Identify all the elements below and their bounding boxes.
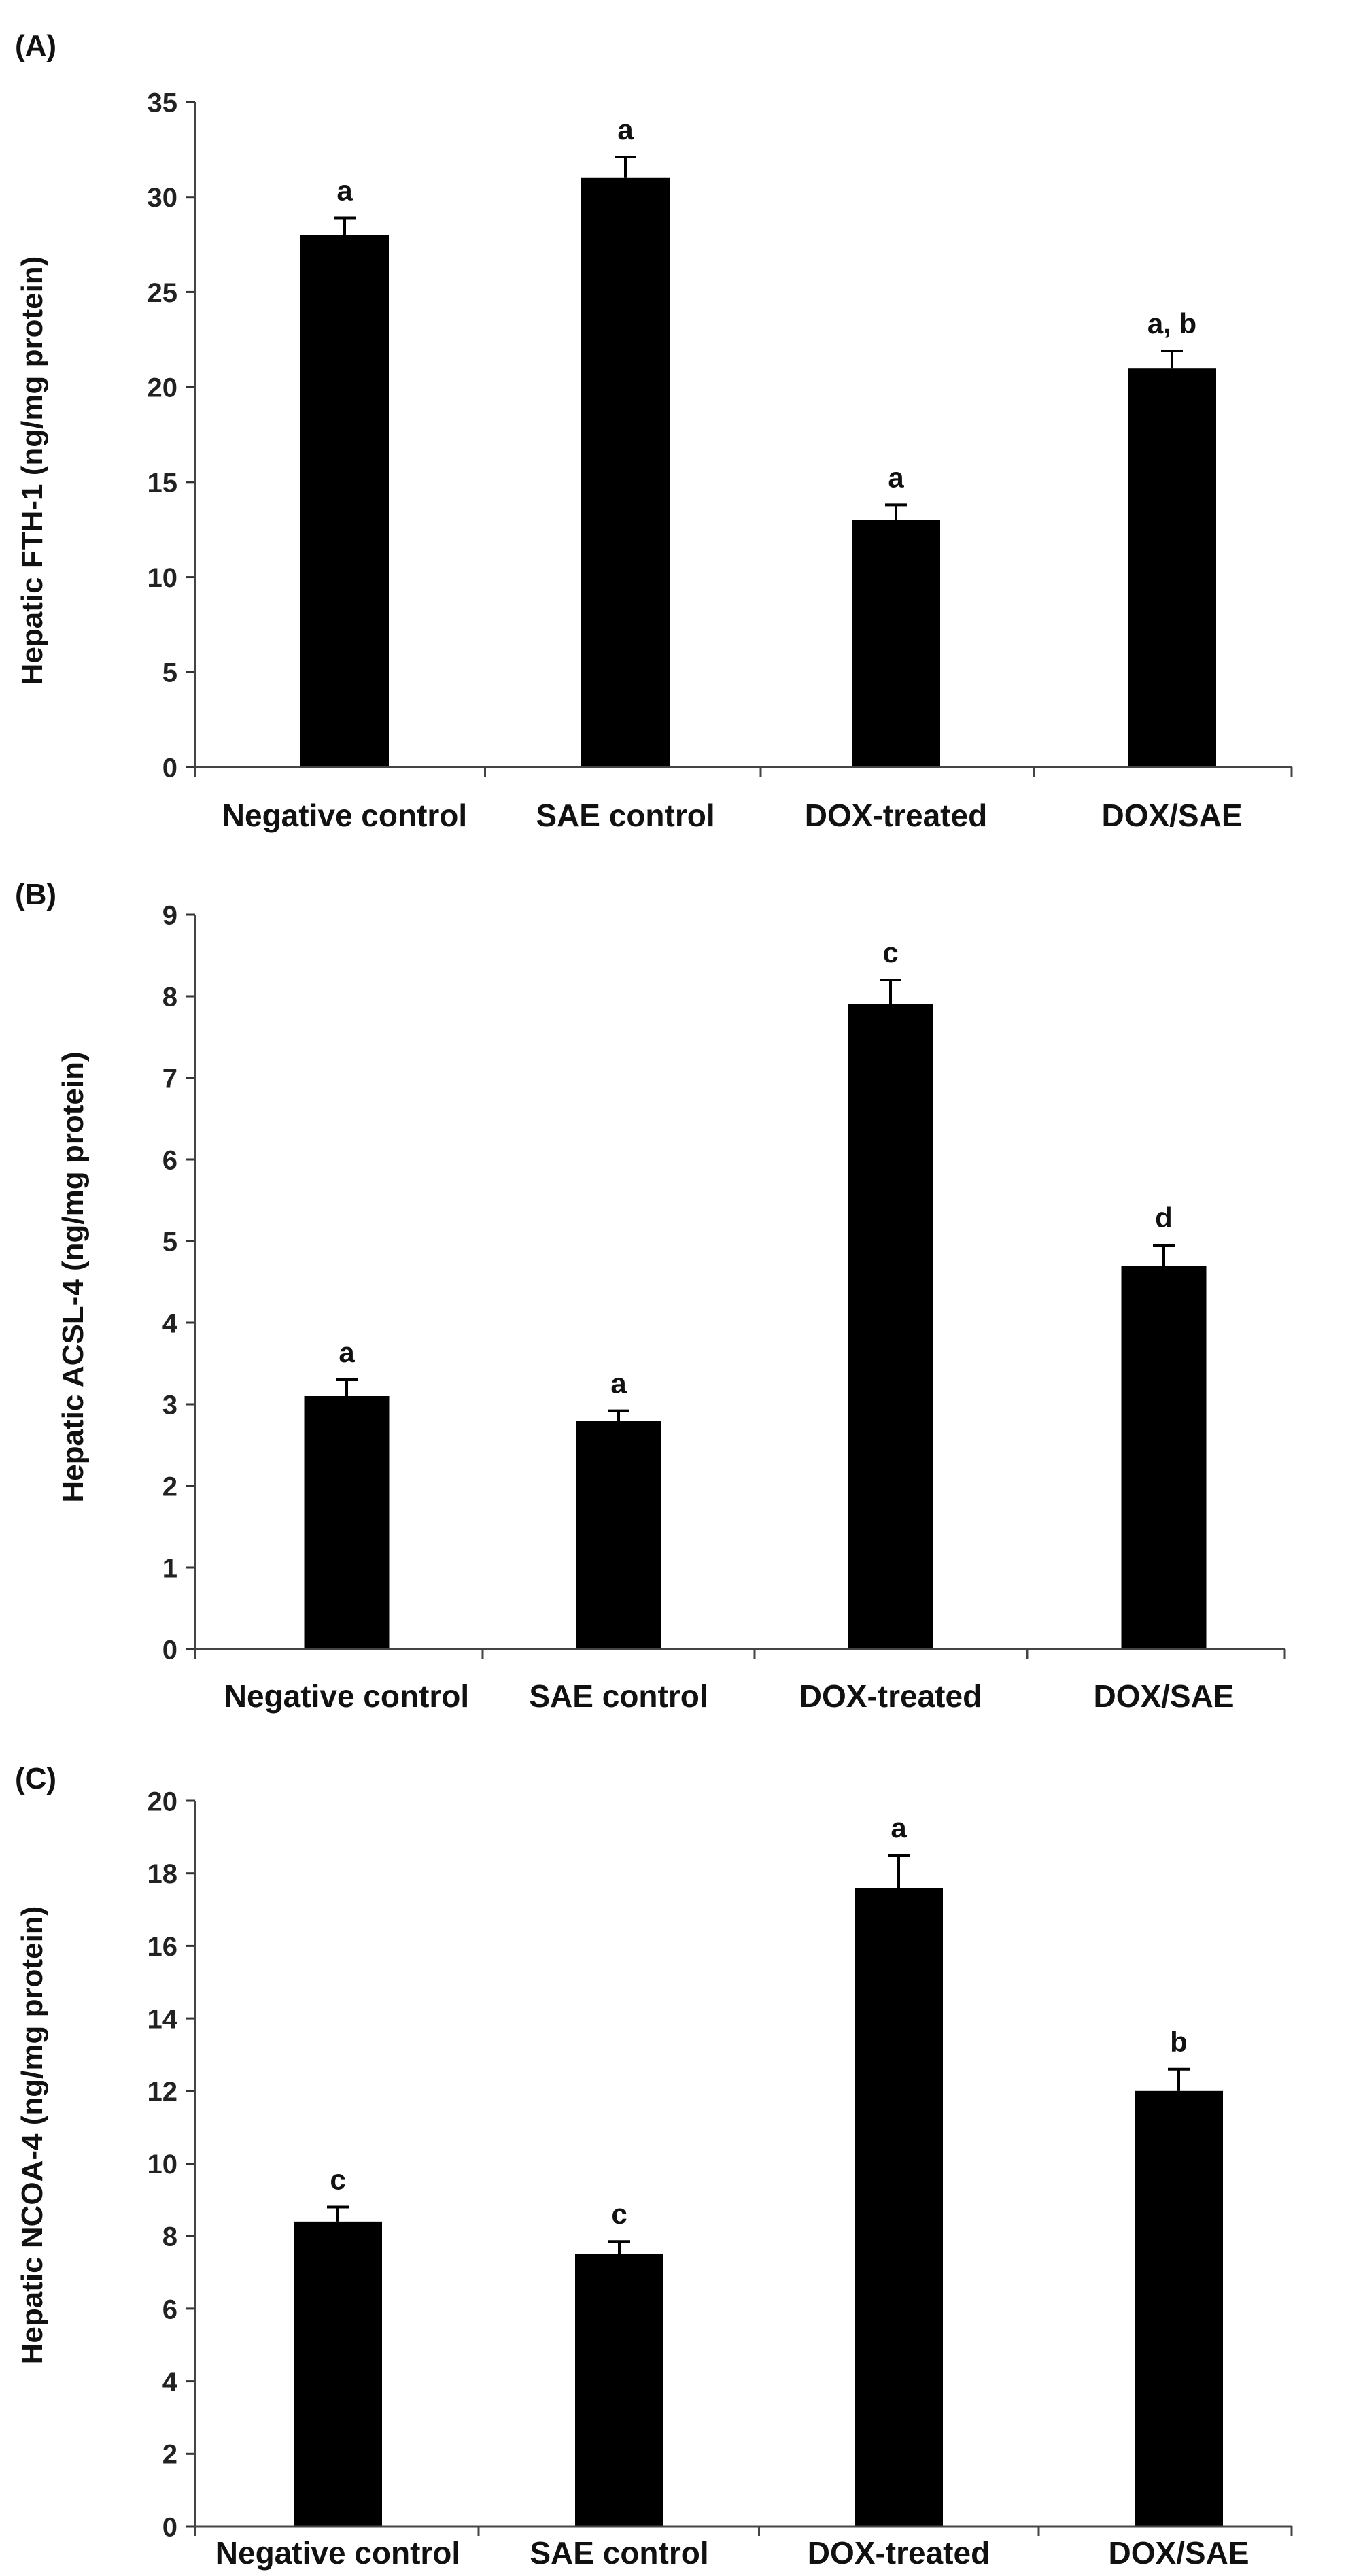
axes <box>194 102 1293 777</box>
category-label: Negative control <box>215 2535 460 2571</box>
significance-label: b <box>1170 2026 1188 2058</box>
y-tick-label: 4 <box>162 1308 178 1338</box>
y-tick-label: 7 <box>162 1064 177 1094</box>
category-label: DOX-treated <box>808 2535 990 2571</box>
y-tick-label: 0 <box>162 753 177 783</box>
y-tick-label: 12 <box>148 2077 178 2107</box>
chart-panel-a: (A) Hepatic FTH-1 (ng/mg protein) 0 5 10 15… <box>15 29 1293 833</box>
significance-label: a, b <box>1147 307 1196 339</box>
y-tick-label: 15 <box>148 468 178 498</box>
chart-panel-b: (B) Hepatic ACSL-4 (ng/mg protein) 0 1 2 3 4… <box>15 878 1286 1714</box>
bars <box>294 1888 1223 2526</box>
bar <box>852 520 940 767</box>
y-tick-label: 0 <box>162 1635 177 1665</box>
significance-label: a <box>617 114 634 146</box>
y-tick-label: 5 <box>162 1227 177 1257</box>
y-tick-label: 5 <box>162 658 177 688</box>
significance-label: c <box>330 2164 345 2196</box>
bar <box>855 1888 943 2526</box>
significance-label: a <box>610 1368 627 1400</box>
bars <box>304 1004 1207 1649</box>
significance-label: a <box>339 1336 355 1368</box>
bar <box>848 1004 933 1649</box>
category-label: DOX-treated <box>805 798 987 833</box>
axes <box>194 915 1286 1659</box>
significance-label: d <box>1155 1202 1173 1234</box>
bar <box>300 235 389 768</box>
y-tick-label: 6 <box>162 1145 177 1175</box>
y-tick-label: 2 <box>162 2440 177 2470</box>
y-tick-label: 20 <box>148 1786 178 1816</box>
bars <box>300 177 1216 768</box>
category-label: Negative control <box>224 1678 469 1714</box>
y-tick-label: 20 <box>148 373 178 403</box>
y-axis-title: Hepatic NCOA-4 (ng/mg protein) <box>16 1906 49 2365</box>
bar <box>1121 1266 1207 1649</box>
error-bars <box>334 156 1183 520</box>
significance-labels: a a c d <box>339 936 1173 1400</box>
y-tick-label: 6 <box>162 2294 177 2324</box>
category-label: DOX/SAE <box>1093 1678 1234 1714</box>
y-tick-label: 8 <box>162 2222 177 2252</box>
error-bars <box>336 979 1175 1421</box>
y-tick-label: 4 <box>162 2367 178 2397</box>
y-tick-label: 3 <box>162 1390 177 1420</box>
category-labels: Negative control SAE control DOX-treated DO… <box>215 2535 1249 2571</box>
category-label: Negative control <box>222 798 467 833</box>
y-tick-label: 35 <box>148 88 178 118</box>
panel-label: (B) <box>15 878 56 911</box>
significance-label: a <box>336 174 353 206</box>
y-ticks: 0 5 10 15 20 25 30 35 <box>148 88 195 783</box>
y-axis-title: Hepatic ACSL-4 (ng/mg protein) <box>56 1051 90 1502</box>
category-label: DOX/SAE <box>1101 798 1242 833</box>
panel-label: (C) <box>15 1762 56 1795</box>
y-tick-label: 18 <box>148 1859 178 1889</box>
category-labels: Negative control SAE control DOX-treated DO… <box>222 798 1243 833</box>
y-tick-label: 2 <box>162 1472 177 1502</box>
chart-panel-c: (C) Hepatic NCOA-4 (ng/mg protein) 0 2 4 6 8… <box>15 1762 1293 2571</box>
bar <box>575 2254 663 2526</box>
significance-label: c <box>611 2198 627 2230</box>
significance-labels: c c a b <box>330 1812 1188 2230</box>
y-ticks: 0 2 4 6 8 10 12 14 16 18 20 <box>148 1786 195 2542</box>
bar <box>294 2221 382 2526</box>
category-label: SAE control <box>530 2535 708 2571</box>
significance-label: a <box>888 461 904 493</box>
bar <box>581 177 670 767</box>
significance-labels: a a a a, b <box>336 114 1196 493</box>
category-labels: Negative control SAE control DOX-treated DO… <box>224 1678 1235 1714</box>
panel-label: (A) <box>15 29 56 63</box>
y-axis-title: Hepatic FTH-1 (ng/mg protein) <box>16 256 49 685</box>
bar <box>1128 368 1216 767</box>
bar <box>304 1396 390 1649</box>
y-tick-label: 8 <box>162 982 177 1012</box>
bar <box>576 1421 661 1649</box>
y-tick-label: 10 <box>148 2150 178 2180</box>
y-tick-label: 10 <box>148 563 178 593</box>
category-label: DOX/SAE <box>1108 2535 1249 2571</box>
category-label: SAE control <box>529 1678 708 1714</box>
y-tick-label: 14 <box>148 2005 178 2035</box>
y-tick-label: 16 <box>148 1932 178 1962</box>
y-ticks: 0 1 2 3 4 5 6 7 8 9 <box>162 900 195 1665</box>
bar <box>1135 2090 1223 2526</box>
error-bars <box>327 1854 1190 2254</box>
y-tick-label: 1 <box>162 1553 177 1583</box>
y-tick-label: 30 <box>148 183 178 213</box>
category-label: DOX-treated <box>799 1678 982 1714</box>
significance-label: a <box>891 1812 907 1844</box>
significance-label: c <box>882 936 898 968</box>
category-label: SAE control <box>536 798 714 833</box>
y-tick-label: 9 <box>162 900 177 930</box>
y-tick-label: 25 <box>148 278 178 308</box>
axes <box>194 1801 1293 2536</box>
y-tick-label: 0 <box>162 2512 177 2542</box>
